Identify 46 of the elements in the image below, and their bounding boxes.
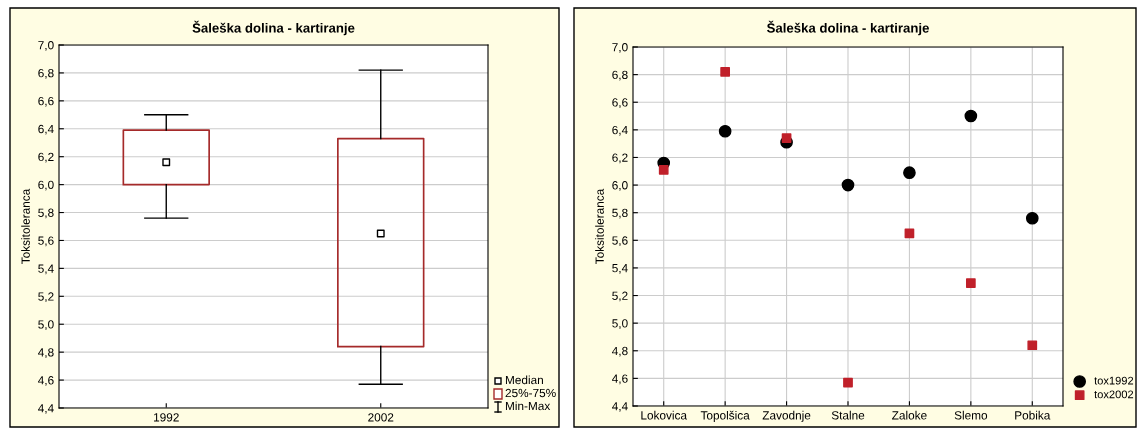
y-tick-label: 5,2 xyxy=(38,292,54,303)
text: Min-Max xyxy=(505,401,551,411)
legend-label: tox2002 xyxy=(1094,390,1134,399)
text: Median xyxy=(505,375,543,385)
y-tick-label: 5,0 xyxy=(38,320,54,331)
x-tick-label: Lokovica xyxy=(641,410,688,420)
y-tick-label: 5,6 xyxy=(612,236,628,247)
y-tick-label: 5,8 xyxy=(38,208,54,219)
y-axis-title: Toksitoleranca xyxy=(595,188,604,264)
y-tick-label: 5,0 xyxy=(612,319,628,329)
x-tick-label: Zaloke xyxy=(892,410,927,420)
y-tick-label: 6,8 xyxy=(38,68,54,79)
y-tick-label: 4,4 xyxy=(38,404,54,414)
legend-label: tox1992 xyxy=(1094,376,1134,385)
y-tick-label: 5,4 xyxy=(38,264,54,275)
y-tick-label: 4,4 xyxy=(612,402,628,412)
text: 25%-75% xyxy=(505,388,556,398)
x-tick-label: Pobika xyxy=(1015,410,1051,420)
x-tick-label: 2002 xyxy=(368,413,394,422)
y-tick-label: 5,4 xyxy=(612,264,628,274)
x-tick-label: 1992 xyxy=(154,413,179,422)
y-tick-label: 6,4 xyxy=(612,125,628,136)
y-axis-title: Toksitoleranca xyxy=(21,188,30,264)
x-tick-label: Slemo xyxy=(954,410,988,420)
y-tick-label: 5,2 xyxy=(612,291,628,302)
y-tick-label: 4,6 xyxy=(612,374,628,385)
y-tick-label: 6,2 xyxy=(38,152,54,163)
y-tick-label: 7,0 xyxy=(38,41,54,51)
y-tick-label: 6,2 xyxy=(612,153,628,164)
y-tick-label: 4,8 xyxy=(612,346,628,357)
y-tick-label: 4,8 xyxy=(38,348,54,358)
y-tick-label: 7,0 xyxy=(612,43,628,53)
y-tick-label: 5,8 xyxy=(612,208,628,219)
x-tick-label: Topolšica xyxy=(700,410,750,422)
y-tick-label: 6,4 xyxy=(38,124,54,135)
y-tick-label: 5,6 xyxy=(38,236,54,247)
y-tick-label: 6,6 xyxy=(38,96,54,107)
y-tick-label: 6,6 xyxy=(612,98,628,109)
x-tick-label: Stalne xyxy=(831,410,865,420)
x-tick-label: Zavodnje xyxy=(762,410,811,422)
y-tick-label: 6,8 xyxy=(612,70,628,81)
chart-title: Šaleška dolina - kartiranje xyxy=(192,20,355,36)
y-tick-label: 6,0 xyxy=(612,181,628,191)
chart-title: Šaleška dolina - kartiranje xyxy=(766,20,929,36)
y-tick-label: 4,6 xyxy=(38,376,54,386)
y-tick-label: 6,0 xyxy=(38,180,54,191)
